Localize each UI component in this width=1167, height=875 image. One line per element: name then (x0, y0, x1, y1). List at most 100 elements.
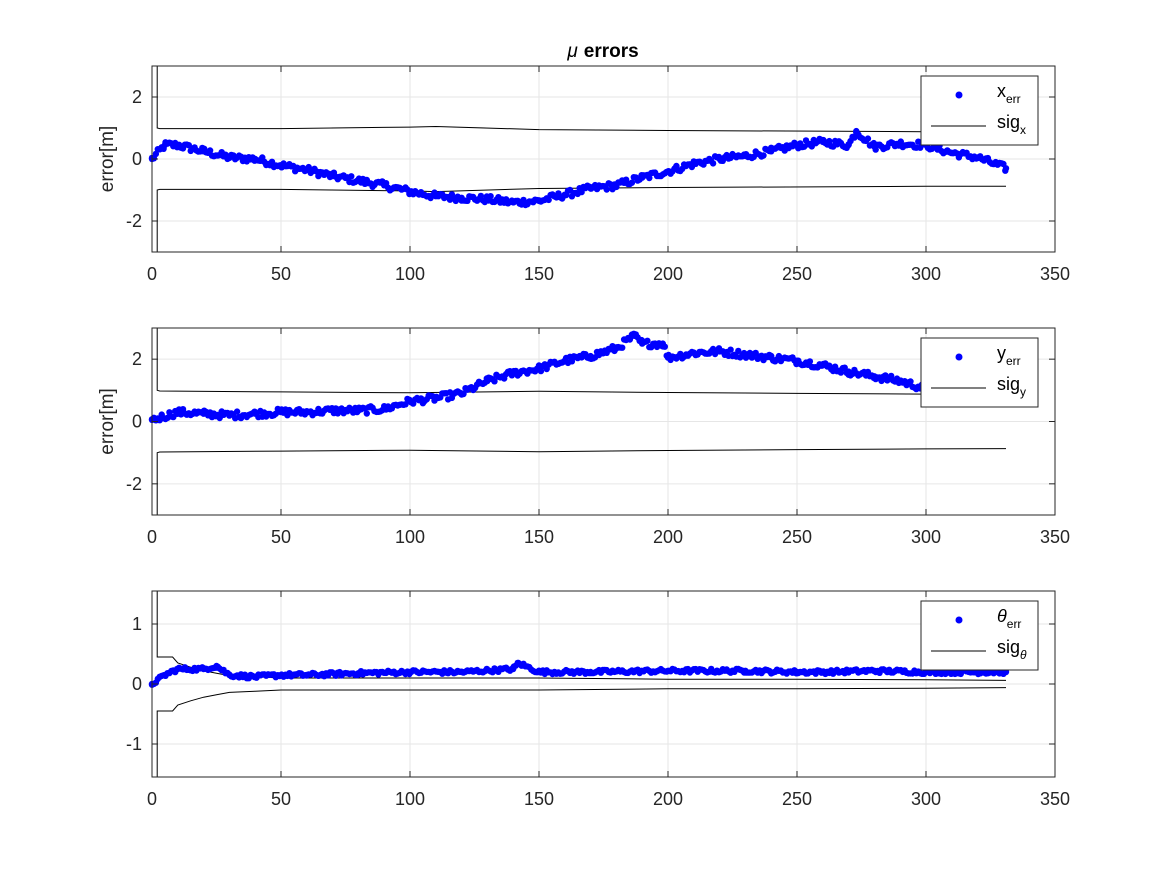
error-point (161, 671, 169, 679)
error-point (871, 373, 878, 380)
x-tick-label: 300 (911, 789, 941, 809)
error-point (742, 152, 749, 160)
error-point (716, 155, 723, 163)
error-point (768, 148, 775, 155)
error-point (819, 362, 826, 369)
y-tick-label: 2 (132, 349, 142, 369)
legend-entry-main: sig (997, 637, 1020, 657)
y-tick-label: 0 (132, 412, 142, 432)
error-point (484, 196, 491, 203)
sigma-lower-line (152, 448, 1007, 516)
error-point (613, 182, 620, 189)
error-point (871, 143, 878, 150)
x-tick-label: 250 (782, 527, 812, 547)
error-point (644, 337, 651, 344)
y-axis-label: error[m] (97, 126, 118, 193)
error-point (709, 160, 717, 167)
error-point (561, 357, 568, 364)
legend-box (920, 600, 1039, 671)
error-point (587, 352, 594, 360)
error-point (619, 344, 626, 351)
error-point (303, 166, 310, 174)
error-point (252, 673, 259, 680)
x-tick-label: 150 (524, 527, 554, 547)
error-point (628, 179, 636, 186)
error-point (907, 378, 914, 385)
error-point (727, 346, 734, 353)
error-point (626, 336, 634, 343)
error-point (174, 408, 181, 416)
error-point (742, 667, 749, 674)
error-point (213, 662, 220, 670)
error-point (535, 668, 543, 676)
y-tick-label: 0 (132, 674, 142, 694)
error-point (545, 196, 552, 204)
error-point (897, 140, 904, 147)
subplot-2: 0 50 100 150 200 250 300 35020-2error[m]yerrsig… (97, 327, 1070, 547)
legend-entry-subscript: err (1006, 92, 1021, 106)
error-point (381, 182, 388, 189)
error-point (793, 357, 801, 364)
x-tick-label: 300 (911, 264, 941, 284)
error-point (578, 188, 585, 196)
legend-entry-main: sig (997, 374, 1020, 394)
error-point (277, 671, 285, 679)
error-points (148, 127, 1010, 209)
error-point (355, 177, 362, 184)
error-point (200, 148, 207, 155)
error-point (458, 390, 465, 397)
error-point (806, 358, 814, 365)
legend-marker-dot (955, 353, 963, 361)
error-point (402, 401, 409, 408)
error-point (520, 196, 527, 204)
legend-entry-main: x (997, 81, 1006, 101)
error-point (659, 340, 666, 347)
grid-lines (151, 591, 1056, 777)
error-point (664, 354, 672, 361)
error-point (348, 173, 355, 180)
x-tick-label: 0 (147, 789, 157, 809)
grid-lines (151, 66, 1056, 252)
error-point (568, 358, 576, 365)
y-tick-label: -1 (126, 734, 142, 754)
legend-box (920, 337, 1039, 408)
error-point (161, 141, 169, 149)
error-point (603, 186, 610, 193)
error-point (200, 410, 207, 417)
sigma-lower-line (152, 687, 1007, 778)
error-point (664, 667, 672, 674)
error-point (793, 668, 801, 676)
error-point (735, 347, 742, 355)
x-tick-label: 200 (653, 789, 683, 809)
subplot-1: 0 50 100 150 200 250 300 35020-2error[m]xerrsig… (97, 65, 1070, 284)
error-point (329, 407, 336, 414)
error-point (406, 668, 414, 676)
x-tick-label: 250 (782, 264, 812, 284)
error-point (561, 191, 568, 198)
error-point (664, 168, 672, 175)
x-tick-label: 50 (271, 527, 291, 547)
error-point (864, 135, 872, 142)
legend-entry-label: yerr (997, 343, 1021, 368)
error-point (406, 188, 414, 195)
error-point (897, 377, 904, 385)
y-tick-label: -2 (126, 211, 142, 231)
figure-title: μ errors (566, 41, 638, 62)
y-tick-label: 0 (132, 149, 142, 169)
x-tick-label: 200 (653, 527, 683, 547)
legend-entry-label: sigy (997, 374, 1026, 399)
error-point (793, 141, 801, 149)
legend-entry-main: y (997, 343, 1006, 363)
x-tick-label: 300 (911, 527, 941, 547)
title-text: errors (584, 41, 639, 62)
x-tick-label: 100 (395, 789, 425, 809)
x-tick-label: 350 (1040, 789, 1070, 809)
error-point (432, 193, 439, 200)
error-point (690, 349, 697, 357)
error-point (639, 340, 646, 347)
error-point (303, 408, 310, 416)
error-point (226, 154, 233, 161)
